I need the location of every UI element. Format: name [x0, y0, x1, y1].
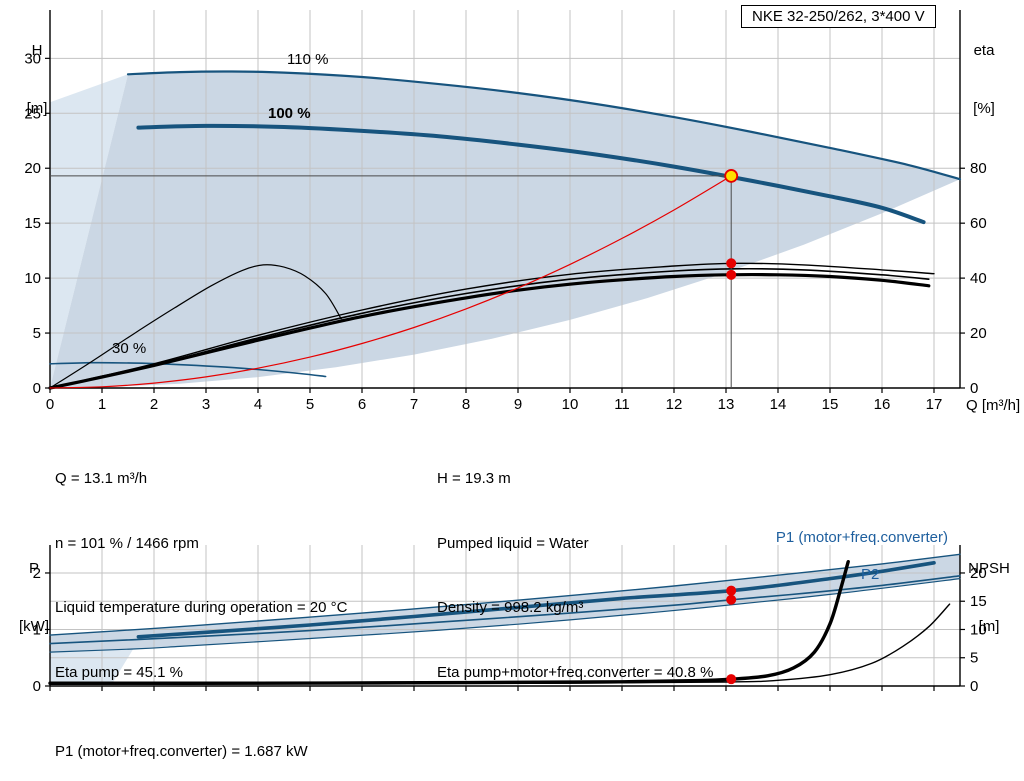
tick-label: 17	[926, 396, 943, 413]
tick-label: 0	[33, 678, 41, 695]
h-axis-unit: [m]	[26, 100, 48, 117]
h-axis-name: H	[31, 42, 43, 59]
tick-label: 11	[614, 396, 630, 413]
tick-label: 10	[970, 621, 987, 638]
npsh-axis-unit: [m]	[978, 618, 1000, 635]
condition-density: Density = 998.2 kg/m³	[437, 599, 584, 616]
p2-point	[726, 594, 737, 605]
tick-label: 30	[24, 50, 41, 67]
npsh-curve	[48, 560, 850, 685]
h-axis-title: H [m]	[16, 3, 58, 138]
result-p1: P1 (motor+freq.converter) = 1.687 kW	[55, 743, 308, 760]
p1-point	[726, 585, 737, 596]
p2-curve-label: P2	[861, 566, 880, 583]
condition-speed: n = 101 % / 1466 rpm	[55, 534, 199, 552]
p-axis-name: P	[28, 560, 39, 577]
speed-label-100: 100 %	[268, 105, 311, 122]
condition-h: H = 19.3 m	[437, 470, 511, 487]
condition-eta-total: Eta pump+motor+freq.converter = 40.8 %	[437, 663, 714, 681]
tick-label: 25	[24, 105, 41, 122]
results-block: P1 (motor+freq.converter) = 1.687 kW P2 …	[55, 697, 308, 781]
speed-label-30: 30 %	[112, 340, 147, 357]
condition-eta-pump: Eta pump = 45.1 %	[55, 663, 183, 681]
eta-axis-unit: [%]	[973, 100, 995, 117]
tick-label: 40	[970, 270, 987, 287]
tick-label: 15	[970, 593, 987, 610]
tick-label: 20	[970, 325, 987, 342]
tick-label: 0	[970, 678, 978, 695]
operating-envelope	[50, 71, 960, 388]
tick-label: 13	[718, 396, 735, 413]
p2-curve	[49, 575, 961, 645]
tick-label: 0	[33, 380, 41, 397]
tick-label: 3	[202, 396, 210, 413]
npsh-point	[726, 674, 737, 685]
eta-curve-mid	[49, 267, 930, 389]
p-axis-title: P [kW]	[8, 521, 60, 656]
eta-curve-lowspeed	[49, 264, 342, 389]
p1-max-line	[49, 553, 961, 636]
tick-label: 5	[33, 325, 41, 342]
pump-model-box: NKE 32-250/262, 3*400 V	[741, 5, 936, 28]
p-axis-unit: [kW]	[19, 618, 49, 635]
p-min-line	[49, 578, 961, 653]
curve-110pct	[126, 70, 962, 181]
tick-label: 0	[46, 396, 54, 413]
tick-label: 2	[33, 565, 41, 582]
tick-label: 10	[24, 270, 41, 287]
operating-conditions-left: Q = 13.1 m³/h n = 101 % / 1466 rpm Liqui…	[55, 425, 347, 705]
npsh-axis-title: NPSH [m]	[960, 521, 1018, 656]
tick-label: 15	[24, 215, 41, 232]
eta-point-upper	[726, 258, 737, 269]
tick-label: 5	[970, 650, 978, 667]
tick-label: 2	[150, 396, 158, 413]
tick-label: 6	[358, 396, 366, 413]
tick-label: 1	[33, 621, 41, 638]
eta-curve-main	[48, 272, 931, 390]
condition-temperature: Liquid temperature during operation = 20…	[55, 599, 348, 616]
duty-point[interactable]	[724, 169, 739, 183]
tick-label: 14	[770, 396, 787, 413]
tick-label: 7	[410, 396, 418, 413]
eta-axis-name: eta	[973, 42, 995, 59]
tick-label: 80	[970, 160, 987, 177]
condition-q: Q = 13.1 m³/h	[55, 470, 148, 487]
speed-label-110: 110 %	[287, 51, 329, 68]
affinity-line	[49, 175, 732, 389]
tick-label: 20	[24, 160, 41, 177]
tick-label: 0	[970, 380, 978, 397]
q-axis-title: Q [m³/h]	[966, 397, 1021, 414]
tick-label: 4	[254, 396, 262, 413]
npsh-curve-thin	[49, 603, 951, 685]
p1-curve	[136, 561, 936, 639]
tick-label: 15	[822, 396, 839, 413]
npsh-axis-name: NPSH	[968, 560, 1010, 577]
operating-conditions-right: H = 19.3 m Pumped liquid = Water Density…	[437, 425, 713, 705]
curve-100pct	[136, 123, 926, 225]
tick-label: 12	[666, 396, 683, 413]
curve-30pct	[49, 361, 327, 378]
eta-axis-title: eta [%]	[962, 3, 1006, 138]
tick-label: 10	[562, 396, 579, 413]
tick-label: 8	[462, 396, 470, 413]
tick-label: 1	[98, 396, 106, 413]
tick-label: 60	[970, 215, 987, 232]
tick-label: 20	[970, 565, 987, 582]
eta-curve-upper	[49, 262, 935, 389]
tick-label: 16	[874, 396, 891, 413]
p1-curve-label: P1 (motor+freq.converter)	[775, 529, 948, 546]
tick-label: 9	[514, 396, 522, 413]
tick-label: 5	[306, 396, 314, 413]
condition-liquid: Pumped liquid = Water	[437, 534, 589, 552]
eta-point-main	[726, 269, 737, 280]
